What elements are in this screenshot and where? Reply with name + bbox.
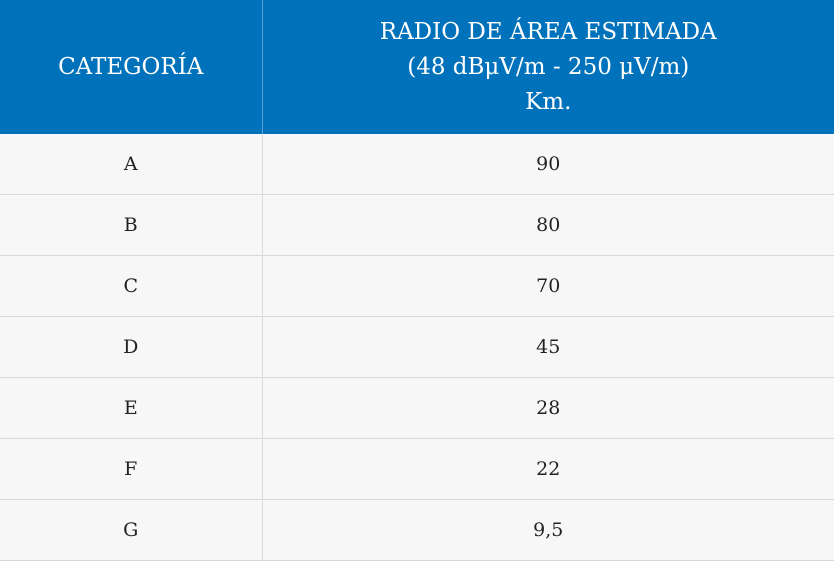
table-row: B 80 [0, 194, 834, 256]
table-row: A 90 [0, 134, 834, 195]
category-cell: A [0, 134, 263, 195]
table-row: G 9,5 [0, 499, 834, 561]
table-row: D 45 [0, 316, 834, 378]
table-body: A 90 B 80 C 70 D 45 E 28 F 22 G 9,5 [0, 134, 834, 561]
category-cell: D [0, 316, 263, 378]
radius-column-header: RADIO DE ÁREA ESTIMADA (48 dBμV/m - 250 … [262, 0, 834, 134]
radius-header-line-2: (48 dBμV/m - 250 μV/m) [407, 53, 690, 80]
radius-cell: 9,5 [262, 499, 834, 561]
radius-cell: 45 [262, 316, 834, 378]
category-cell: E [0, 377, 263, 439]
radius-cell: 90 [262, 134, 834, 195]
table-header: CATEGORÍA RADIO DE ÁREA ESTIMADA (48 dBμ… [0, 0, 834, 134]
table-row: E 28 [0, 377, 834, 439]
category-cell: F [0, 438, 263, 500]
radius-header-line-3: Km. [525, 88, 572, 115]
category-cell: B [0, 194, 263, 256]
category-column-header: CATEGORÍA [0, 0, 263, 134]
table-row: C 70 [0, 255, 834, 317]
header-row: CATEGORÍA RADIO DE ÁREA ESTIMADA (48 dBμ… [0, 0, 834, 134]
table-row: F 22 [0, 438, 834, 500]
radius-cell: 28 [262, 377, 834, 439]
radius-cell: 70 [262, 255, 834, 317]
category-cell: C [0, 255, 263, 317]
category-cell: G [0, 499, 263, 561]
radius-cell: 80 [262, 194, 834, 256]
radius-cell: 22 [262, 438, 834, 500]
radius-header-line-1: RADIO DE ÁREA ESTIMADA [379, 18, 717, 45]
